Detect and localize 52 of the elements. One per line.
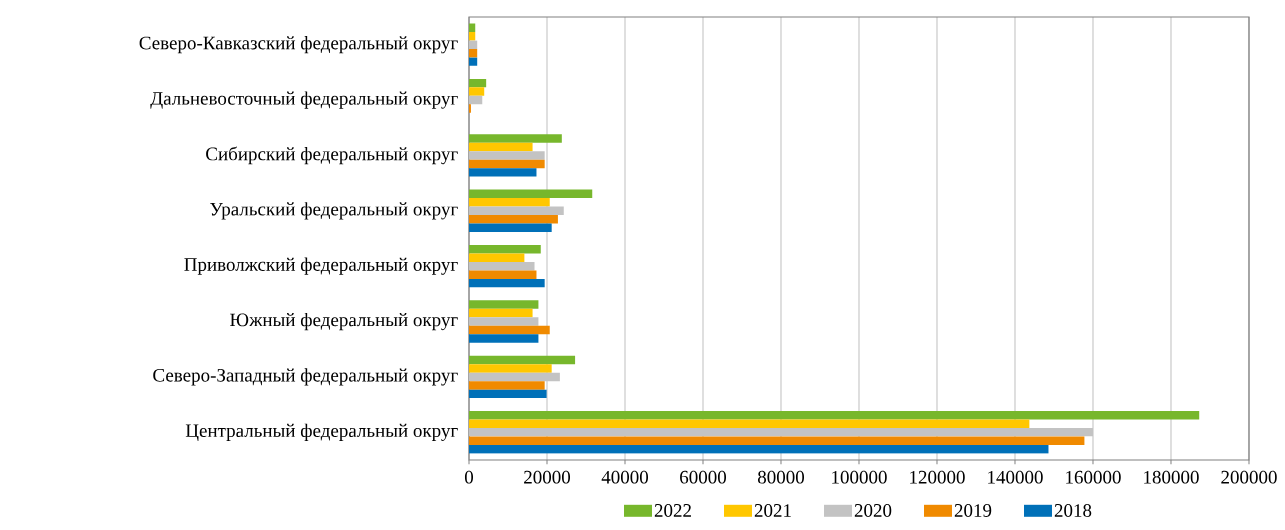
bar [469,436,1085,446]
x-tick-label: 60000 [680,470,727,484]
bar [469,215,558,224]
bar [469,411,1200,420]
x-tick-label: 20000 [524,470,571,484]
x-tick-label: 0 [464,470,474,484]
x-tick-label: 200000 [1221,470,1277,484]
bar [469,389,547,399]
y-tick-label: Приволжский федеральный округ [184,257,458,275]
x-tick-label: 120000 [910,470,965,484]
bar [469,87,485,96]
y-tick-label: Южный федеральный округ [230,312,458,331]
bar [469,223,552,232]
bar [469,206,564,216]
bar [469,317,539,326]
bar [469,134,562,143]
x-tick-label: 40000 [601,470,649,484]
legend-label: 2020 [854,504,892,517]
y-tick-label: Северо-Западный федеральный округ [153,368,458,386]
x-tick-label: 180000 [1144,470,1199,484]
y-tick-label: Северо-Кавказский федеральный округ [139,36,458,54]
bar [469,308,533,318]
bar [469,334,539,343]
bar [469,278,545,288]
bar [469,364,552,373]
x-tick-label: 100000 [832,470,887,484]
bar [469,245,541,254]
y-tick-label: Уральский федеральный округ [210,202,458,220]
y-tick-label: Сибирский федеральный округ [206,146,458,165]
bar [469,325,550,335]
x-tick-label: 140000 [988,470,1043,484]
bar [469,253,525,262]
x-tick-label: 160000 [1066,470,1121,484]
y-tick-label: Дальневосточный федеральный округ [150,91,458,109]
bar [469,198,550,207]
x-tick-label: 80000 [757,470,805,484]
bar [469,189,593,199]
bar [469,270,537,279]
bar [469,168,537,177]
bar [469,419,1030,429]
bar [469,355,576,365]
bar [469,261,535,271]
legend-label: 2022 [654,504,691,517]
bar [469,159,545,169]
bar [469,300,539,309]
legend-label: 2018 [1054,504,1092,517]
legend-label: 2019 [954,504,992,517]
bar [469,142,533,152]
legend-label: 2021 [754,504,791,517]
y-tick-label: Центральный федеральный округ [185,423,458,441]
bar [469,445,1049,454]
bar [469,381,545,390]
